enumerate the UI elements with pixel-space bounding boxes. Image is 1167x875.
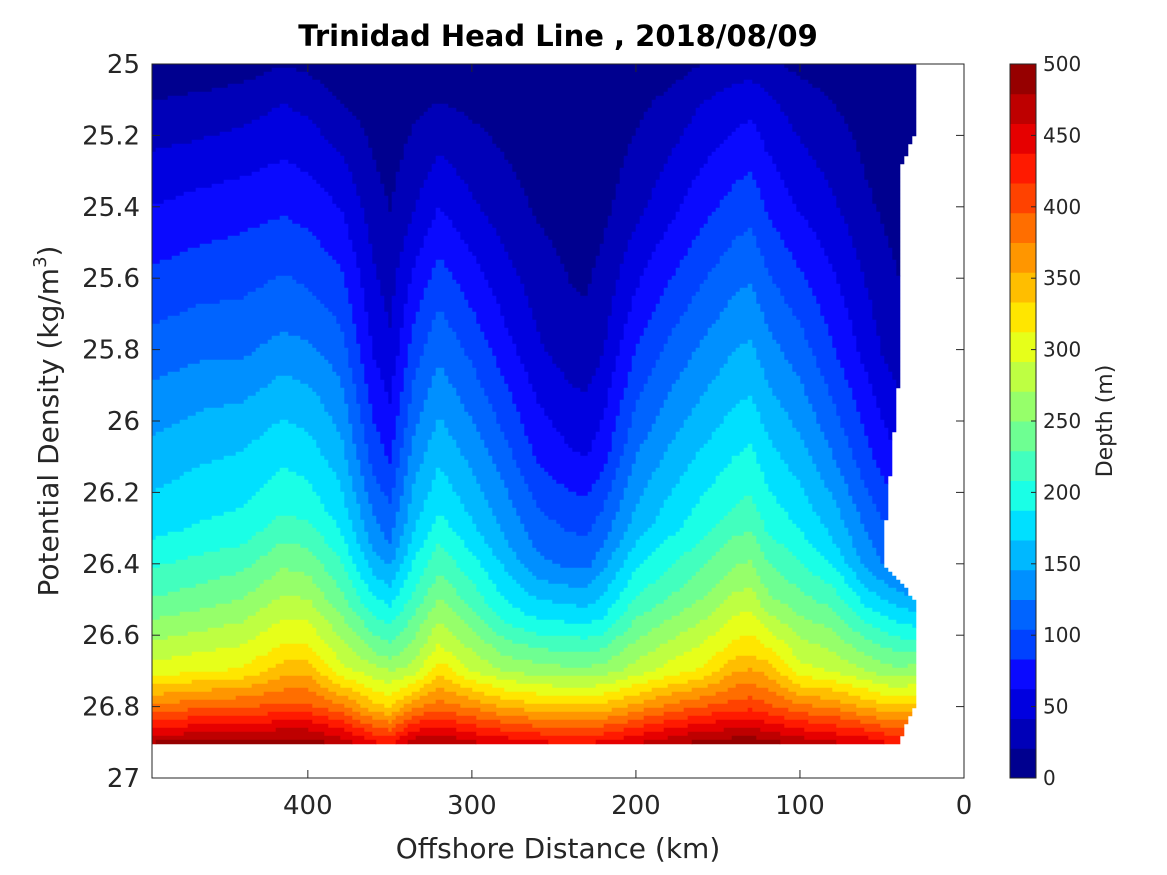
y-tick-label: 26.8 [82,693,140,723]
y-axis-title: Potential Density (kg/m3) [30,246,65,597]
colorbar-segment [1010,93,1036,124]
y-tick-label: 25.4 [82,193,140,223]
x-tick-label: 400 [283,791,333,821]
colorbar-segment [1010,718,1036,749]
chart-title: Trinidad Head Line , 2018/08/09 [298,19,818,53]
x-tick-label: 0 [956,791,973,821]
colorbar-tick-label: 400 [1043,195,1081,219]
y-tick-label: 26.4 [82,550,140,580]
colorbar-tick-label: 500 [1043,52,1081,76]
colorbar-tick-label: 100 [1043,623,1081,647]
colorbar-tick-label: 50 [1043,695,1068,719]
colorbar-title: Depth (m) [1093,365,1118,478]
y-tick-label: 27 [107,764,140,794]
colorbar-tick-label: 150 [1043,552,1081,576]
colorbar-tick-label: 250 [1043,409,1081,433]
colorbar-segment [1010,510,1036,541]
contour-band-21 [152,719,885,745]
colorbar-segment [1010,212,1036,243]
y-tick-label: 26 [107,407,140,437]
colorbar-tick-label: 300 [1043,338,1081,362]
colorbar: 0 50 100 150 200 250 300 350 400 450 500 [1009,52,1081,790]
colorbar-tick-label: 450 [1043,123,1081,147]
colorbar-tick-label: 350 [1043,266,1081,290]
y-axis-title-main: Potential Density (kg/m [32,268,65,597]
y-tick-label: 26.2 [82,478,140,508]
colorbar-segment [1010,64,1036,95]
colorbar-segment [1010,748,1036,779]
contour-band-13 [152,587,917,689]
colorbar-segment [1010,123,1036,154]
colorbar-tick-label: 0 [1043,766,1056,790]
x-axis-title: Offshore Distance (km) [396,832,721,865]
colorbar-segment [1010,331,1036,362]
x-tick-label: 300 [447,791,497,821]
axis-ticks: 400 300 200 100 0 25 25.2 25.4 25.6 25.8 26 26.2 26.… [82,50,972,821]
contour-band-23 [155,735,781,745]
y-tick-label: 25.8 [82,336,140,366]
y-tick-label: 25.6 [82,264,140,294]
colorbar-tick-label: 200 [1043,480,1081,504]
colorbar-segment [1010,450,1036,481]
y-tick-label: 26.6 [82,621,140,651]
colorbar-segment [1010,391,1036,422]
colorbar-segment [1010,153,1036,184]
colorbar-segment [1010,599,1036,630]
colorbar-segment [1010,361,1036,392]
colorbar-segment [1010,659,1036,690]
colorbar-segment [1010,242,1036,273]
colorbar-segment [1010,480,1036,511]
y-axis-title-superscript: 3 [30,256,51,267]
contour-fill-layer [152,64,917,745]
y-axis-title-close: ) [32,246,65,257]
y-tick-label: 25.2 [82,121,140,151]
x-tick-label: 100 [775,791,825,821]
colorbar-segment [1010,272,1036,303]
colorbar-segment [1010,183,1036,214]
x-tick-label: 200 [611,791,661,821]
y-tick-label: 25 [107,50,140,80]
colorbar-segment [1010,629,1036,660]
colorbar-segment [1010,421,1036,452]
colorbar-segment [1010,540,1036,571]
colorbar-segment [1010,302,1036,333]
colorbar-segment [1010,688,1036,719]
colorbar-segment [1010,569,1036,600]
